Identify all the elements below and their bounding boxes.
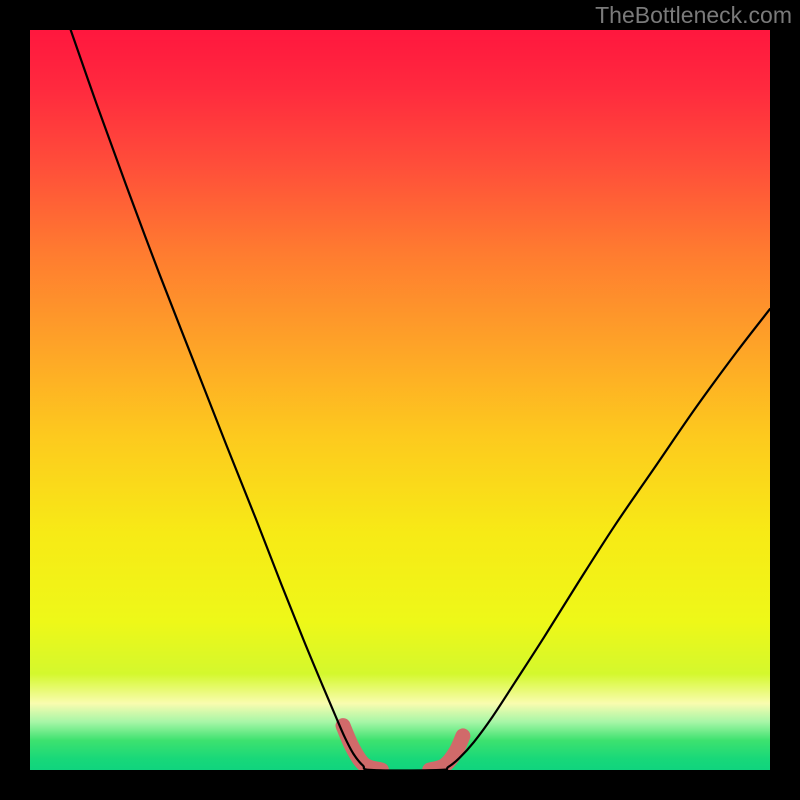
gradient-background [30,30,770,770]
plot-area [30,30,770,770]
watermark-text: TheBottleneck.com [595,2,792,29]
bottleneck-curve-chart [30,30,770,770]
chart-container: TheBottleneck.com [0,0,800,800]
